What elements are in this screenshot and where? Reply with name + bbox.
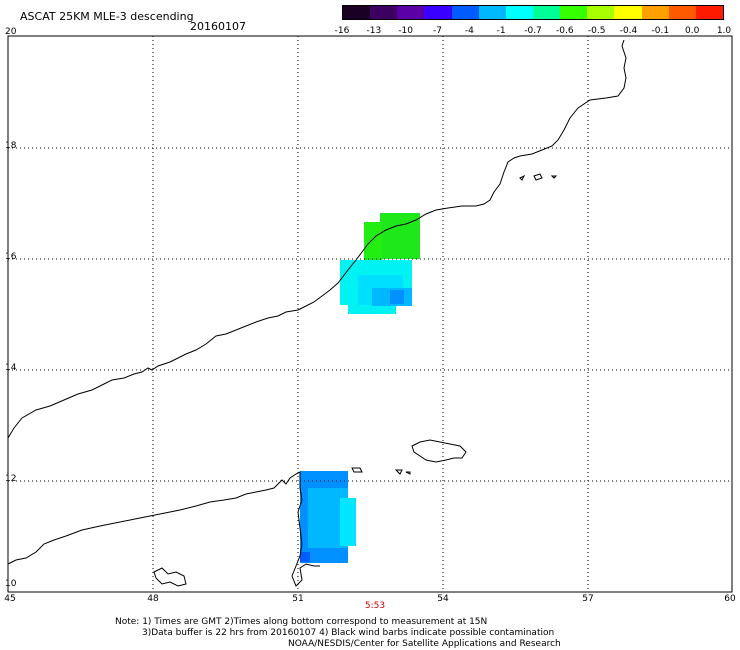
color-segment [560, 6, 588, 19]
color-scale-label: -10 [398, 26, 414, 36]
lat-label-18: 18 [5, 141, 17, 151]
color-scale-label: -0.1 [651, 26, 670, 36]
color-segment [397, 6, 425, 19]
color-scale-label: -13 [366, 26, 382, 36]
lat-label-16: 16 [5, 252, 17, 262]
lon-label-54: 54 [437, 594, 449, 604]
wind-swath-north [340, 213, 420, 314]
color-segment [370, 6, 398, 19]
lat-label-20: 20 [5, 27, 17, 37]
color-scale-labels: -16 -13 -10 -7 -4 -1 -0.7 -0.6 -0.5 -0.4 -0.1 0.0 1.… [335, 26, 732, 40]
map-frame [7, 35, 733, 593]
lat-label-12: 12 [5, 474, 17, 484]
lat-label-14: 14 [5, 363, 17, 373]
note-line-2: 3)Data buffer is 22 hrs from 20160107 4)… [142, 628, 555, 638]
coastline [7, 39, 627, 587]
color-scale-label: -1 [496, 26, 506, 36]
lon-label-48: 48 [147, 594, 159, 604]
chart-title: ASCAT 25KM MLE-3 descending [20, 10, 194, 23]
color-segment [668, 6, 696, 19]
color-segment [532, 6, 561, 19]
color-scale-label: -0.5 [587, 26, 606, 36]
lon-label-60: 60 [724, 594, 736, 604]
color-scale-label: -4 [464, 26, 474, 36]
color-scale-bar [342, 5, 724, 20]
note-line-3: NOAA/NESDIS/Center for Satellite Applica… [288, 639, 561, 649]
lon-label-45: 45 [4, 594, 16, 604]
color-scale-label: -16 [334, 26, 350, 36]
chart-date: 20160107 [190, 20, 246, 33]
color-segment [614, 6, 642, 19]
note-line-1: Note: 1) Times are GMT 2)Times along bot… [115, 617, 488, 627]
color-segment [424, 6, 452, 19]
color-segment [343, 6, 371, 19]
color-segment [478, 6, 506, 19]
lon-label-51: 51 [292, 594, 304, 604]
lat-lon-grid [8, 36, 732, 592]
color-scale-label: -0.6 [556, 26, 574, 36]
color-segment [451, 6, 479, 19]
pass-time: 5:53 [364, 601, 386, 611]
color-segment [505, 6, 533, 19]
color-scale-label: -0.7 [524, 26, 542, 36]
color-segment [641, 6, 669, 19]
lat-label-10: 10 [5, 579, 17, 589]
color-scale-label: -7 [433, 26, 442, 36]
color-scale-label: 1.0 [716, 26, 732, 36]
lon-label-57: 57 [582, 594, 594, 604]
wind-swath-south [300, 471, 356, 563]
color-scale-label: -0.4 [619, 26, 638, 36]
color-scale-label: 0.0 [684, 26, 700, 36]
color-segment [695, 6, 723, 19]
color-segment [587, 6, 615, 19]
